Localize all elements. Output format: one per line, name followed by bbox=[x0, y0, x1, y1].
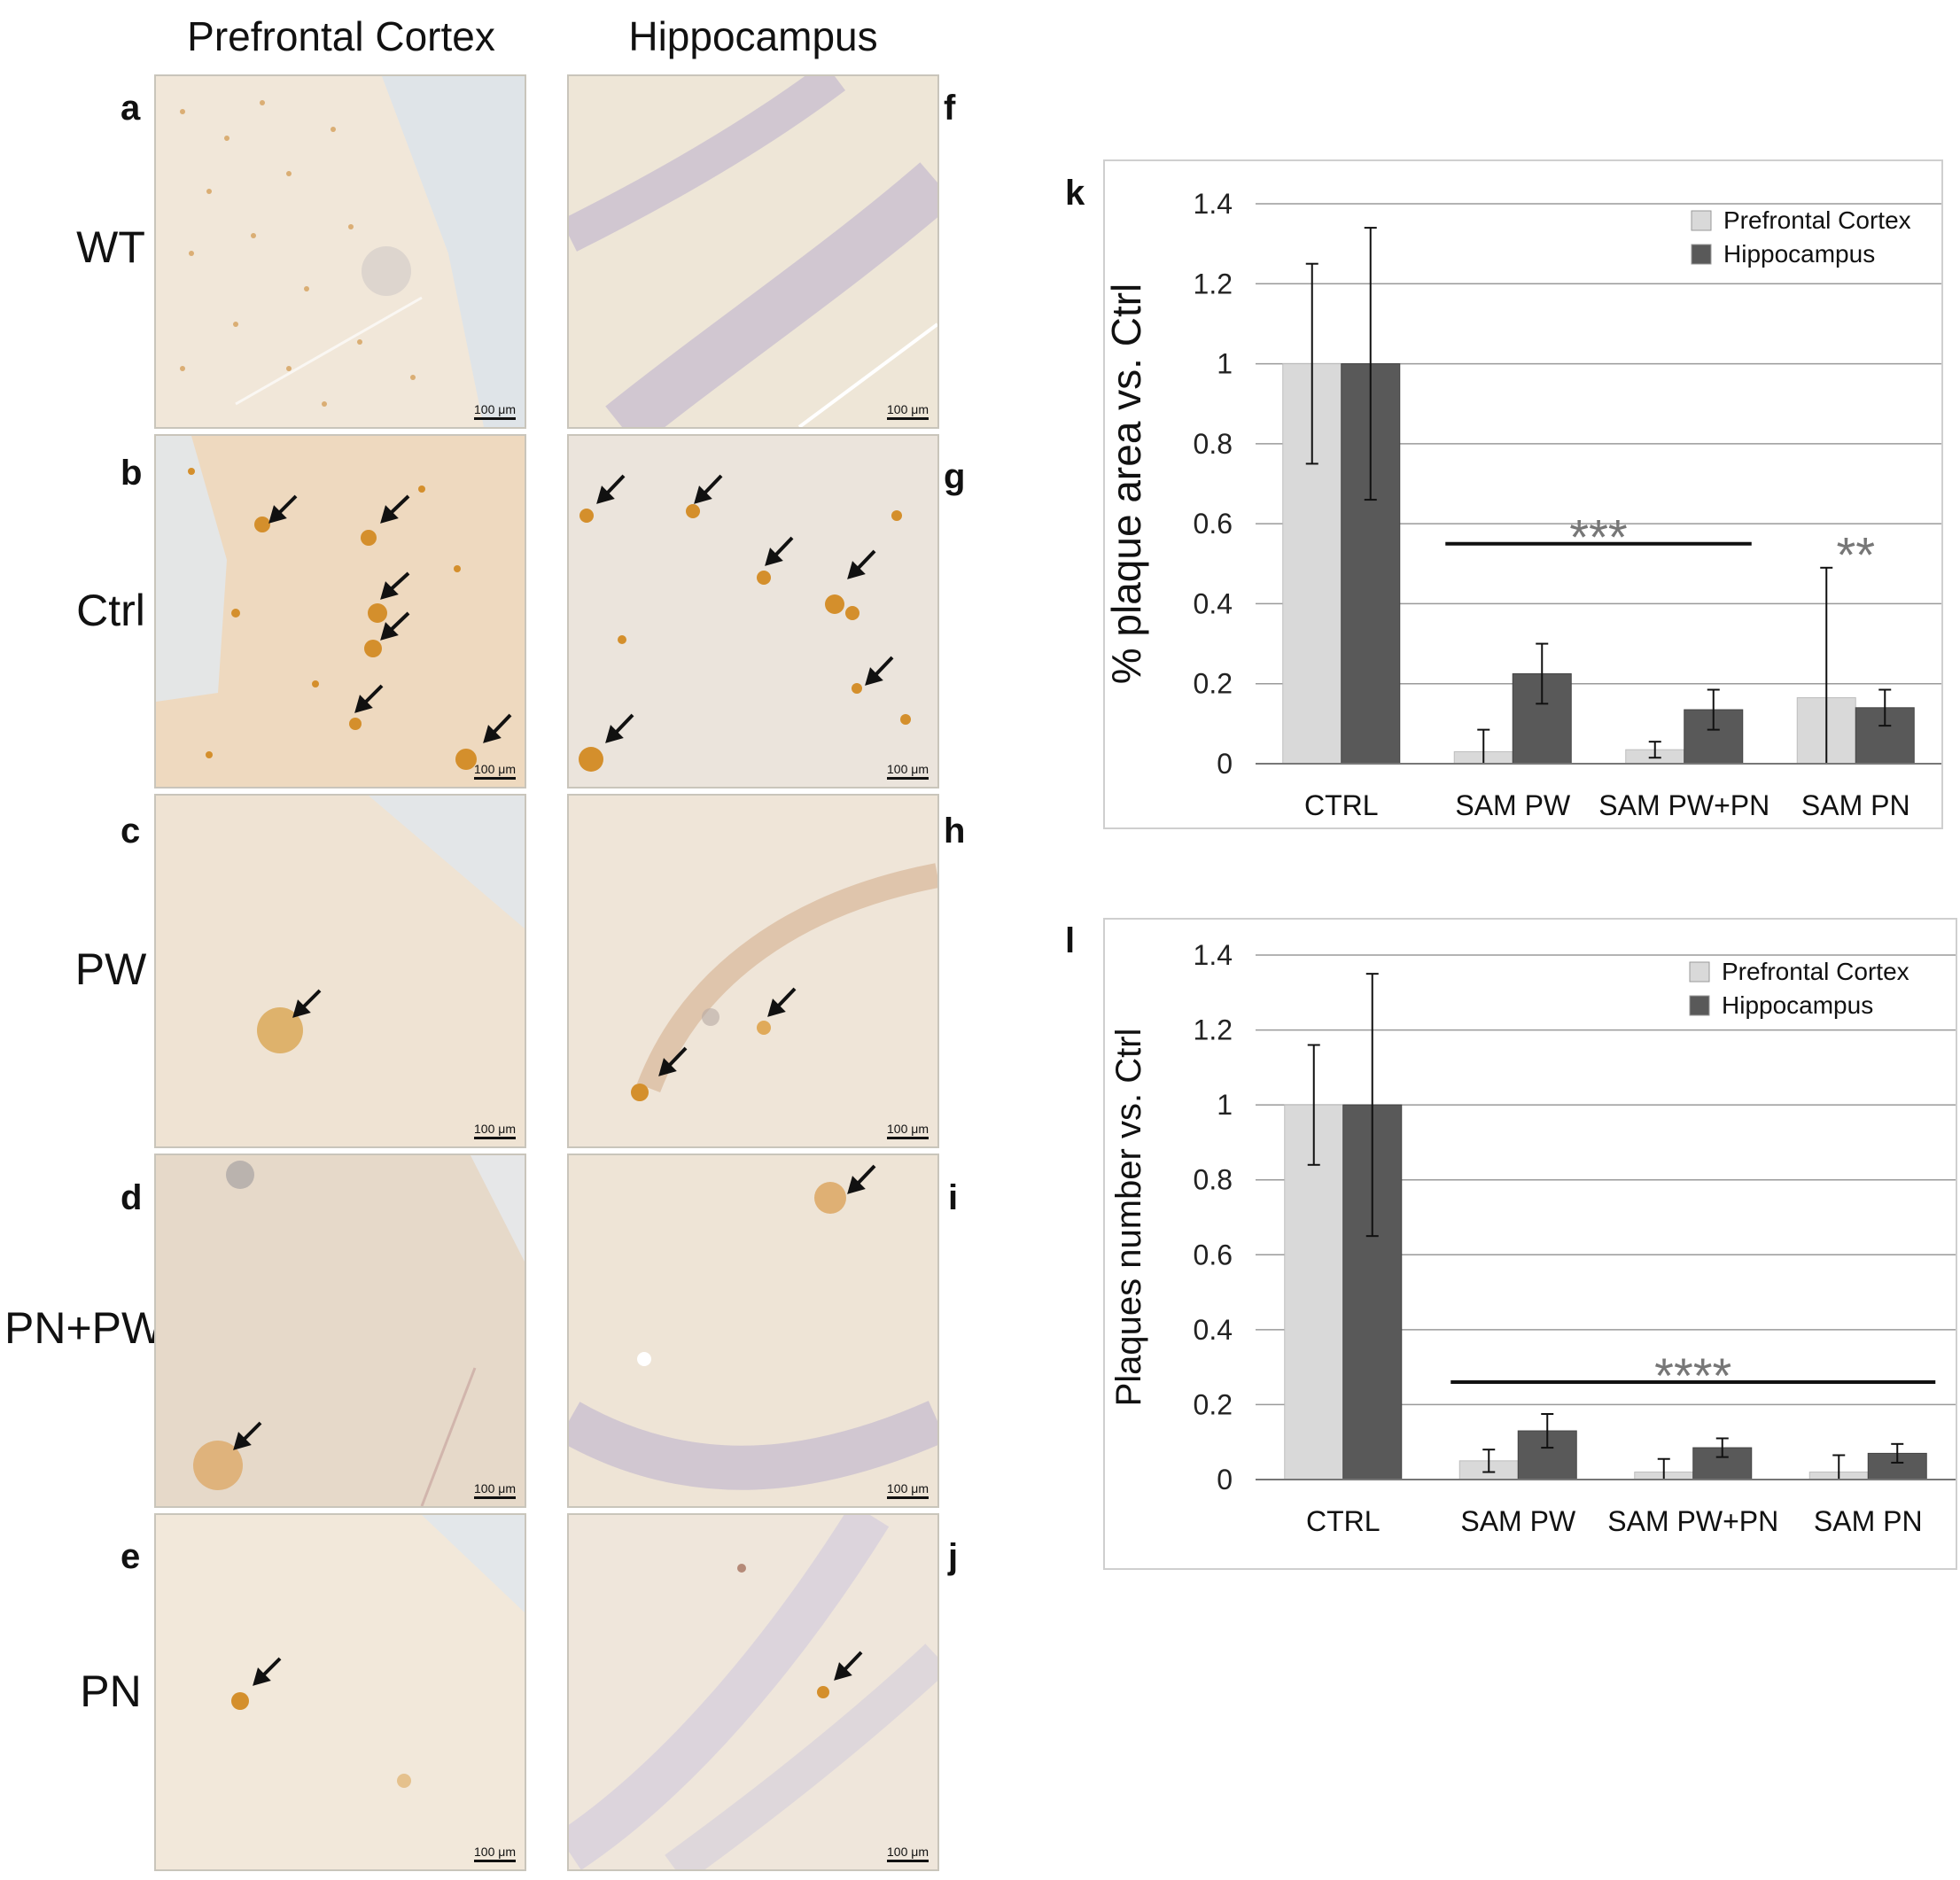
row-label-pw: PW bbox=[74, 944, 147, 994]
x-tick-label: SAM PW bbox=[1460, 1505, 1576, 1537]
scale-bar-label: 100 μm bbox=[474, 1845, 516, 1859]
legend-swatch bbox=[1689, 961, 1710, 983]
y-tick-label: 1 bbox=[1217, 1089, 1233, 1121]
panel-letter-h: h bbox=[944, 812, 966, 851]
x-tick-label: CTRL bbox=[1304, 789, 1379, 821]
micrograph-pw-prefrontal-cortex: 100 μm bbox=[154, 794, 526, 1148]
y-tick-label: 0.2 bbox=[1194, 668, 1233, 700]
scale-bar-label: 100 μm bbox=[887, 402, 929, 416]
scale-bar-label: 100 μm bbox=[887, 762, 929, 776]
legend-swatch bbox=[1689, 995, 1710, 1016]
panel-letter-c: c bbox=[121, 812, 141, 851]
x-tick-label: SAM PW+PN bbox=[1607, 1505, 1778, 1537]
micrograph-pn-pw-prefrontal-cortex: 100 μm bbox=[154, 1154, 526, 1508]
legend-label: Prefrontal Cortex bbox=[1723, 206, 1911, 234]
scale-bar-label: 100 μm bbox=[474, 1481, 516, 1495]
y-tick-label: 0.8 bbox=[1194, 428, 1233, 460]
scale-bar: 100 μm bbox=[887, 1122, 929, 1139]
y-tick-label: 0.2 bbox=[1194, 1388, 1233, 1420]
x-tick-label: SAM PW+PN bbox=[1598, 789, 1769, 821]
y-axis-label: Plaques number vs. Ctrl bbox=[1109, 1029, 1148, 1407]
x-tick-label: SAM PN bbox=[1801, 789, 1910, 821]
bar-prefrontal-cortex bbox=[1284, 1104, 1344, 1480]
row-label-wt: WT bbox=[76, 222, 145, 272]
micrograph-wt-prefrontal-cortex: 100 μm bbox=[154, 74, 526, 429]
y-tick-label: 1.4 bbox=[1194, 939, 1233, 971]
chart-l-plaque-number: 0 0.2 0.4 0.6 0.8 1 1.2 1.4 Plaques number vs. C… bbox=[1103, 918, 1957, 1570]
scale-bar: 100 μm bbox=[474, 1122, 516, 1139]
scale-bar: 100 μm bbox=[887, 1845, 929, 1862]
column-header-hippocampus: Hippocampus bbox=[628, 13, 878, 59]
scale-bar: 100 μm bbox=[887, 402, 929, 420]
y-tick-label: 0.8 bbox=[1194, 1164, 1233, 1196]
micrograph-ctrl-hippocampus: 100 μm bbox=[567, 434, 939, 789]
legend-swatch bbox=[1691, 244, 1712, 265]
panel-letter-g: g bbox=[944, 457, 966, 496]
scale-bar: 100 μm bbox=[474, 762, 516, 780]
y-tick-label: 0.6 bbox=[1194, 508, 1233, 540]
panel-letter-b: b bbox=[121, 454, 143, 493]
x-tick-label: SAM PN bbox=[1814, 1505, 1923, 1537]
chart-l-svg: 0 0.2 0.4 0.6 0.8 1 1.2 1.4 Plaques number vs. C… bbox=[1109, 939, 1956, 1537]
panel-letter-d: d bbox=[121, 1178, 143, 1217]
legend-label: Hippocampus bbox=[1723, 240, 1875, 268]
micrograph-pn-pw-hippocampus: 100 μm bbox=[567, 1154, 939, 1508]
y-tick-label: 1.4 bbox=[1194, 188, 1233, 220]
x-tick-label: SAM PW bbox=[1455, 789, 1571, 821]
panel-letter-i: i bbox=[948, 1178, 959, 1217]
panel-letter-f: f bbox=[944, 89, 956, 128]
y-tick-label: 0 bbox=[1217, 748, 1233, 780]
row-label-pn-pw: PN+PW bbox=[4, 1303, 164, 1353]
micrograph-wt-hippocampus: 100 μm bbox=[567, 74, 939, 429]
y-tick-label: 0 bbox=[1217, 1464, 1233, 1495]
scale-bar-label: 100 μm bbox=[887, 1481, 929, 1495]
significance-stars: *** bbox=[1569, 509, 1627, 565]
micrograph-pn-prefrontal-cortex: 100 μm bbox=[154, 1513, 526, 1871]
panel-letter-j: j bbox=[948, 1537, 959, 1576]
micrograph-pn-hippocampus: 100 μm bbox=[567, 1513, 939, 1871]
scale-bar-label: 100 μm bbox=[474, 762, 516, 776]
y-tick-label: 1.2 bbox=[1194, 268, 1233, 299]
scale-bar: 100 μm bbox=[474, 402, 516, 420]
scale-bar-label: 100 μm bbox=[474, 402, 516, 416]
y-tick-label: 1.2 bbox=[1194, 1014, 1233, 1046]
significance-stars: ** bbox=[1836, 527, 1875, 583]
panel-letter-e: e bbox=[121, 1537, 141, 1576]
panel-letter-k: k bbox=[1065, 174, 1085, 213]
y-tick-label: 0.4 bbox=[1194, 587, 1233, 619]
significance-stars: **** bbox=[1654, 1348, 1731, 1403]
panel-letter-l: l bbox=[1065, 921, 1076, 960]
micrograph-pw-hippocampus: 100 μm bbox=[567, 794, 939, 1148]
x-tick-label: CTRL bbox=[1306, 1505, 1381, 1537]
legend-label: Prefrontal Cortex bbox=[1722, 958, 1909, 985]
y-tick-label: 0.4 bbox=[1194, 1314, 1233, 1346]
scale-bar: 100 μm bbox=[887, 1481, 929, 1499]
panel-letter-a: a bbox=[121, 89, 141, 128]
scale-bar: 100 μm bbox=[474, 1481, 516, 1499]
y-tick-label: 0.6 bbox=[1194, 1239, 1233, 1270]
column-header-prefrontal-cortex: Prefrontal Cortex bbox=[187, 13, 495, 59]
legend-swatch bbox=[1691, 210, 1712, 231]
row-label-ctrl: Ctrl bbox=[76, 586, 145, 635]
chart-k-svg: 0 0.2 0.4 0.6 0.8 1 1.2 1.4 % plaque area vs. Ct… bbox=[1103, 188, 1941, 821]
scale-bar: 100 μm bbox=[887, 762, 929, 780]
y-tick-label: 1 bbox=[1217, 348, 1233, 380]
y-axis-label: % plaque area vs. Ctrl bbox=[1105, 284, 1149, 685]
scale-bar-label: 100 μm bbox=[474, 1122, 516, 1136]
legend-label: Hippocampus bbox=[1722, 991, 1873, 1019]
scale-bar-label: 100 μm bbox=[887, 1845, 929, 1859]
scale-bar-label: 100 μm bbox=[887, 1122, 929, 1136]
chart-k-plaque-area: 0 0.2 0.4 0.6 0.8 1 1.2 1.4 % plaque area vs. Ct… bbox=[1103, 159, 1943, 829]
scale-bar: 100 μm bbox=[474, 1845, 516, 1862]
row-label-pn: PN bbox=[80, 1666, 142, 1716]
micrograph-ctrl-prefrontal-cortex: 100 μm bbox=[154, 434, 526, 789]
